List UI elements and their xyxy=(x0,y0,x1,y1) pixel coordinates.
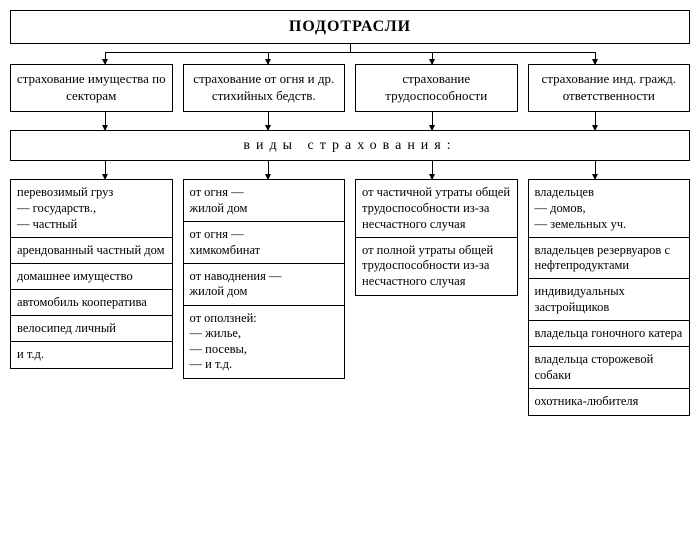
cell: домашнее имущество xyxy=(10,263,173,291)
connector-types-to-columns xyxy=(10,161,690,179)
column-2: от частичной утраты общей трудоспособнос… xyxy=(355,179,518,294)
branch-row: страхование имущества по секторам страхо… xyxy=(10,64,690,112)
column-0: перевозимый груз— государств.,— частныйа… xyxy=(10,179,173,367)
cell: владельца гоночного катера xyxy=(528,320,691,348)
title-box: ПОДОТРАСЛИ xyxy=(10,10,690,44)
types-title-box: виды страхования: xyxy=(10,130,690,162)
cell: от оползней:— жилье,— посевы,— и т.д. xyxy=(183,305,346,380)
branch-box-2: страхование трудоспособности xyxy=(355,64,518,112)
column-3: владельцев— домов,— земельных уч.владель… xyxy=(528,179,691,414)
cell: от огня —химкомбинат xyxy=(183,221,346,264)
cell: от наводнения —жилой дом xyxy=(183,263,346,306)
cell: и т.д. xyxy=(10,341,173,369)
branch-box-1: страхование от огня и др. стихийных бедс… xyxy=(183,64,346,112)
cell: владельца сторожевой собаки xyxy=(528,346,691,389)
branch-label: страхование имущества по секторам xyxy=(17,71,166,103)
types-title-text: виды страхования: xyxy=(243,138,456,153)
cell: владельцев— домов,— земельных уч. xyxy=(528,179,691,238)
branch-label: страхование от огня и др. стихийных бедс… xyxy=(193,71,334,103)
title-text: ПОДОТРАСЛИ xyxy=(289,18,411,35)
connector-branches-to-types xyxy=(10,112,690,130)
branch-box-3: страхование инд. гражд. ответственности xyxy=(528,64,691,112)
cell: велосипед личный xyxy=(10,315,173,343)
branch-label: страхование трудоспособности xyxy=(385,71,487,103)
cell: индивидуальных застройщиков xyxy=(528,278,691,321)
column-1: от огня —жилой домот огня —химкомбинатот… xyxy=(183,179,346,377)
branch-label: страхование инд. гражд. ответственности xyxy=(541,71,676,103)
cell: арендованный частный дом xyxy=(10,237,173,265)
cell: владельцев резервуаров с нефтепродуктами xyxy=(528,237,691,280)
cell: от частичной утраты общей трудоспособнос… xyxy=(355,179,518,238)
cell: охотника-любителя xyxy=(528,388,691,416)
cell: автомобиль кооператива xyxy=(10,289,173,317)
cell: от полной утраты общей трудоспособности … xyxy=(355,237,518,296)
cell: перевозимый груз— государств.,— частный xyxy=(10,179,173,238)
columns-container: перевозимый груз— государств.,— частныйа… xyxy=(10,179,690,414)
connector-title-to-branches xyxy=(10,44,690,64)
branch-box-0: страхование имущества по секторам xyxy=(10,64,173,112)
cell: от огня —жилой дом xyxy=(183,179,346,222)
